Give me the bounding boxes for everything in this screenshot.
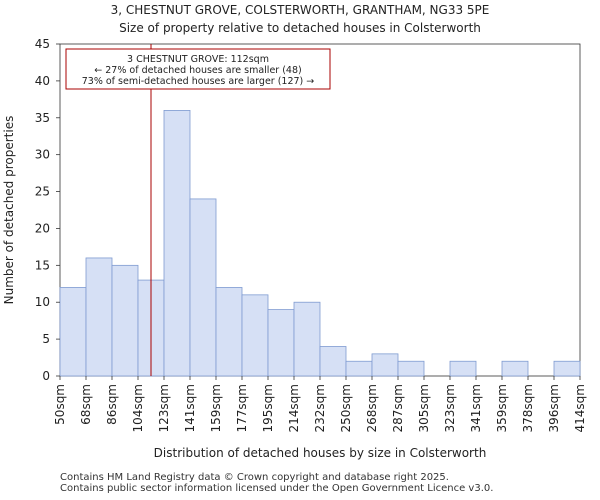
x-tick-label: 341sqm (469, 384, 483, 432)
y-tick-label: 10 (35, 295, 50, 309)
bar (553, 360, 581, 377)
x-tick-label: 323sqm (443, 384, 457, 432)
x-tick-label: 414sqm (573, 384, 587, 432)
x-axis-label: Distribution of detached houses by size … (154, 446, 487, 460)
footer-line1: Contains HM Land Registry data © Crown c… (60, 472, 449, 483)
footer-line2: Contains public sector information licen… (60, 483, 494, 494)
x-axis: 50sqm 68sqm 86sqm 104sqm 123sqm 141sqm 159sqm 1… (53, 376, 587, 432)
y-axis: 0 5 10 15 20 25 30 35 40 45 (35, 37, 60, 383)
y-tick-label: 15 (35, 258, 50, 272)
bar (319, 346, 347, 377)
y-tick-label: 30 (35, 148, 50, 162)
bar (215, 287, 243, 377)
annotation-line3: 73% of semi-detached houses are larger (… (82, 76, 315, 87)
bar (163, 110, 191, 377)
x-tick-label: 141sqm (183, 384, 197, 432)
y-tick-label: 35 (35, 111, 50, 125)
bar (293, 301, 321, 377)
bar (371, 353, 399, 377)
x-tick-label: 86sqm (105, 384, 119, 425)
annotation-box-frame (65, 48, 331, 90)
y-tick-label: 0 (42, 369, 50, 383)
x-tick-label: 305sqm (417, 384, 431, 432)
bars-group (59, 110, 581, 377)
x-tick-label: 195sqm (261, 384, 275, 432)
x-tick-label: 378sqm (521, 384, 535, 432)
bar (241, 294, 269, 377)
x-tick-label: 396sqm (547, 384, 561, 432)
x-tick-label: 104sqm (131, 384, 145, 432)
chart-title-line1: 3, CHESTNUT GROVE, COLSTERWORTH, GRANTHA… (111, 3, 490, 17)
bar (59, 287, 87, 377)
x-tick-label: 232sqm (313, 384, 327, 432)
x-tick-label: 268sqm (365, 384, 379, 432)
bar (345, 360, 373, 377)
x-tick-label: 359sqm (495, 384, 509, 432)
x-tick-label: 68sqm (79, 384, 93, 425)
y-tick-label: 5 (42, 332, 50, 346)
y-tick-label: 20 (35, 221, 50, 235)
bar (267, 309, 295, 377)
annotation-line2: ← 27% of detached houses are smaller (48… (94, 65, 301, 76)
bar (501, 360, 529, 377)
annotation-box: 3 CHESTNUT GROVE: 112sqm ← 27% of detach… (65, 48, 331, 90)
y-axis-label: Number of detached properties (2, 116, 16, 305)
bar (111, 264, 139, 377)
x-tick-label: 287sqm (391, 384, 405, 432)
x-tick-label: 250sqm (339, 384, 353, 432)
x-tick-label: 123sqm (157, 384, 171, 432)
bar (85, 257, 113, 377)
x-tick-label: 177sqm (235, 384, 249, 432)
annotation-line1: 3 CHESTNUT GROVE: 112sqm (127, 54, 269, 65)
x-tick-label: 50sqm (53, 384, 67, 425)
y-tick-label: 25 (35, 185, 50, 199)
bar (189, 198, 217, 377)
x-tick-label: 214sqm (287, 384, 301, 432)
chart-title-line2: Size of property relative to detached ho… (119, 21, 481, 35)
y-tick-label: 45 (35, 37, 50, 51)
x-tick-label: 159sqm (209, 384, 223, 432)
bar (397, 360, 425, 377)
bar (449, 360, 477, 377)
y-tick-label: 40 (35, 74, 50, 88)
